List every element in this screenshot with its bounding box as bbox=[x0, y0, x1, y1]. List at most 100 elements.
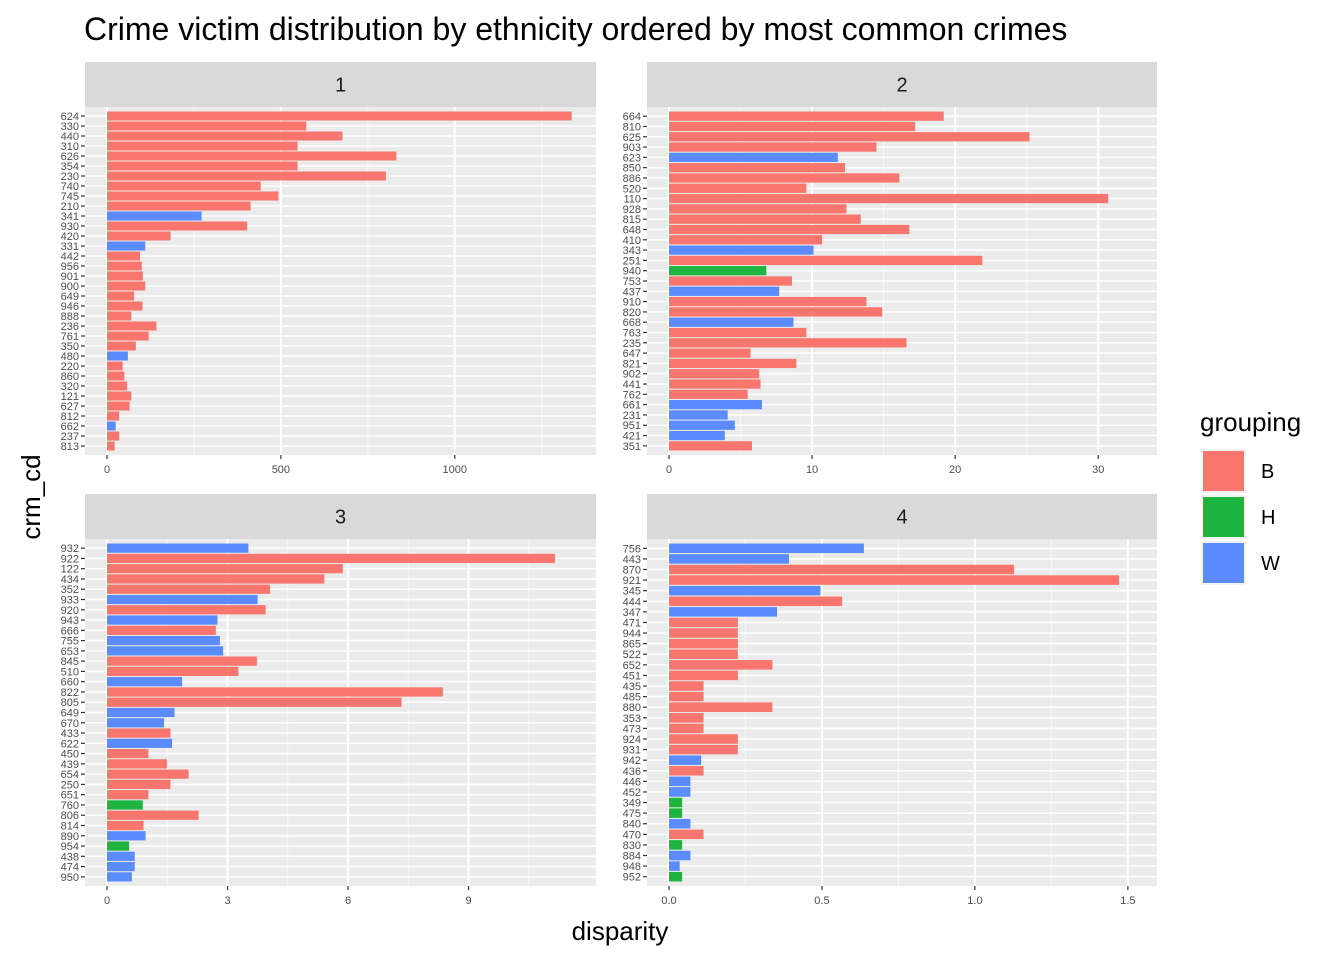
y-tick-label: 475 bbox=[623, 808, 641, 820]
x-tick-label: 1000 bbox=[443, 464, 467, 476]
bar-1-946 bbox=[107, 301, 143, 311]
bar-3-932 bbox=[107, 543, 249, 553]
bar-1-230 bbox=[107, 171, 386, 181]
y-tick-label: 850 bbox=[623, 163, 641, 175]
y-tick-label: 933 bbox=[61, 595, 79, 607]
x-tick-label: 10 bbox=[806, 464, 818, 476]
legend-label-B: B bbox=[1261, 461, 1274, 483]
facet-panel-2: 2 664810625903623850886520110928815648410… bbox=[623, 62, 1157, 476]
y-tick-label: 439 bbox=[61, 759, 79, 771]
y-tick-label: 924 bbox=[623, 734, 641, 746]
y-tick-label: 237 bbox=[61, 431, 79, 443]
y-tick-label: 347 bbox=[623, 607, 641, 619]
y-tick-label: 666 bbox=[61, 625, 79, 637]
bar-2-647 bbox=[669, 348, 751, 358]
bar-2-625 bbox=[669, 132, 1030, 142]
bar-1-813 bbox=[107, 441, 115, 451]
bar-1-320 bbox=[107, 381, 128, 391]
bar-4-840 bbox=[669, 818, 691, 829]
bar-4-446 bbox=[669, 776, 691, 787]
y-tick-label: 901 bbox=[61, 271, 79, 283]
bar-2-623 bbox=[669, 152, 838, 162]
bar-2-902 bbox=[669, 369, 760, 379]
bar-2-251 bbox=[669, 255, 983, 266]
y-tick-label: 755 bbox=[61, 636, 79, 648]
y-tick-label: 805 bbox=[61, 697, 79, 709]
y-tick-label: 520 bbox=[623, 183, 641, 195]
bar-4-924 bbox=[669, 734, 738, 744]
bar-1-330 bbox=[107, 121, 307, 131]
bar-1-354 bbox=[107, 161, 298, 171]
bar-4-870 bbox=[669, 564, 1015, 575]
bar-2-821 bbox=[669, 358, 797, 369]
y-tick-label: 437 bbox=[623, 286, 641, 298]
y-tick-label: 442 bbox=[61, 251, 79, 263]
bar-2-940 bbox=[669, 266, 767, 276]
bar-4-435 bbox=[669, 681, 704, 691]
y-tick-label: 884 bbox=[623, 851, 641, 863]
bar-1-341 bbox=[107, 211, 202, 221]
y-tick-label: 890 bbox=[61, 831, 79, 843]
y-tick-label: 435 bbox=[623, 681, 641, 693]
bar-1-626 bbox=[107, 151, 397, 161]
y-tick-label: 443 bbox=[623, 554, 641, 566]
bar-4-443 bbox=[669, 554, 789, 564]
bar-4-884 bbox=[669, 850, 691, 861]
y-tick-label: 446 bbox=[623, 776, 641, 788]
y-tick-label: 623 bbox=[623, 152, 641, 164]
y-tick-label: 345 bbox=[623, 586, 641, 598]
y-tick-label: 921 bbox=[623, 575, 641, 587]
x-tick-label: 1.0 bbox=[967, 895, 982, 907]
x-tick-label: 500 bbox=[272, 464, 290, 476]
bar-3-666 bbox=[107, 625, 216, 635]
y-tick-label: 660 bbox=[61, 677, 79, 689]
bar-1-745 bbox=[107, 191, 279, 201]
y-tick-label: 410 bbox=[623, 235, 641, 247]
bar-3-250 bbox=[107, 779, 171, 790]
bar-2-231 bbox=[669, 410, 728, 420]
y-tick-label: 485 bbox=[623, 692, 641, 704]
y-tick-label: 210 bbox=[61, 201, 79, 213]
y-tick-label: 761 bbox=[61, 331, 79, 343]
y-tick-label: 331 bbox=[61, 241, 79, 253]
y-tick-label: 903 bbox=[623, 142, 641, 154]
bar-2-664 bbox=[669, 111, 944, 121]
x-tick-label: 1.5 bbox=[1120, 895, 1135, 907]
x-axis-title: disparity bbox=[572, 916, 669, 946]
bar-1-662 bbox=[107, 421, 116, 431]
y-tick-label: 341 bbox=[61, 211, 79, 223]
y-tick-label: 946 bbox=[61, 301, 79, 313]
bar-3-439 bbox=[107, 759, 167, 769]
bar-2-763 bbox=[669, 327, 807, 338]
bar-2-648 bbox=[669, 224, 910, 235]
y-tick-label: 745 bbox=[61, 191, 79, 203]
chart-title: Crime victim distribution by ethnicity o… bbox=[84, 11, 1067, 47]
facet-strip bbox=[85, 62, 596, 107]
y-tick-label: 822 bbox=[61, 687, 79, 699]
legend-swatch-H bbox=[1203, 497, 1244, 537]
bar-1-812 bbox=[107, 411, 120, 421]
bar-3-760 bbox=[107, 800, 143, 810]
y-tick-label: 320 bbox=[61, 381, 79, 393]
bar-2-910 bbox=[669, 296, 867, 307]
bar-3-651 bbox=[107, 790, 149, 800]
y-tick-label: 352 bbox=[61, 584, 79, 596]
y-tick-label: 122 bbox=[61, 564, 79, 576]
bar-2-661 bbox=[669, 400, 762, 410]
y-tick-label: 815 bbox=[623, 214, 641, 226]
bar-1-210 bbox=[107, 201, 251, 211]
bar-3-822 bbox=[107, 687, 443, 697]
bar-3-954 bbox=[107, 841, 130, 851]
y-tick-label: 420 bbox=[61, 231, 79, 243]
y-tick-label: 830 bbox=[623, 840, 641, 852]
y-tick-label: 441 bbox=[623, 379, 641, 391]
facet-panel-4: 4 756443870921345444347471944865522652451… bbox=[623, 494, 1157, 907]
y-tick-label: 954 bbox=[61, 841, 79, 853]
y-tick-label: 351 bbox=[623, 441, 641, 453]
y-tick-label: 922 bbox=[61, 553, 79, 565]
bar-1-121 bbox=[107, 391, 132, 401]
bar-1-901 bbox=[107, 271, 143, 281]
bar-3-122 bbox=[107, 564, 343, 574]
y-tick-label: 471 bbox=[623, 617, 641, 629]
y-tick-label: 652 bbox=[623, 660, 641, 672]
